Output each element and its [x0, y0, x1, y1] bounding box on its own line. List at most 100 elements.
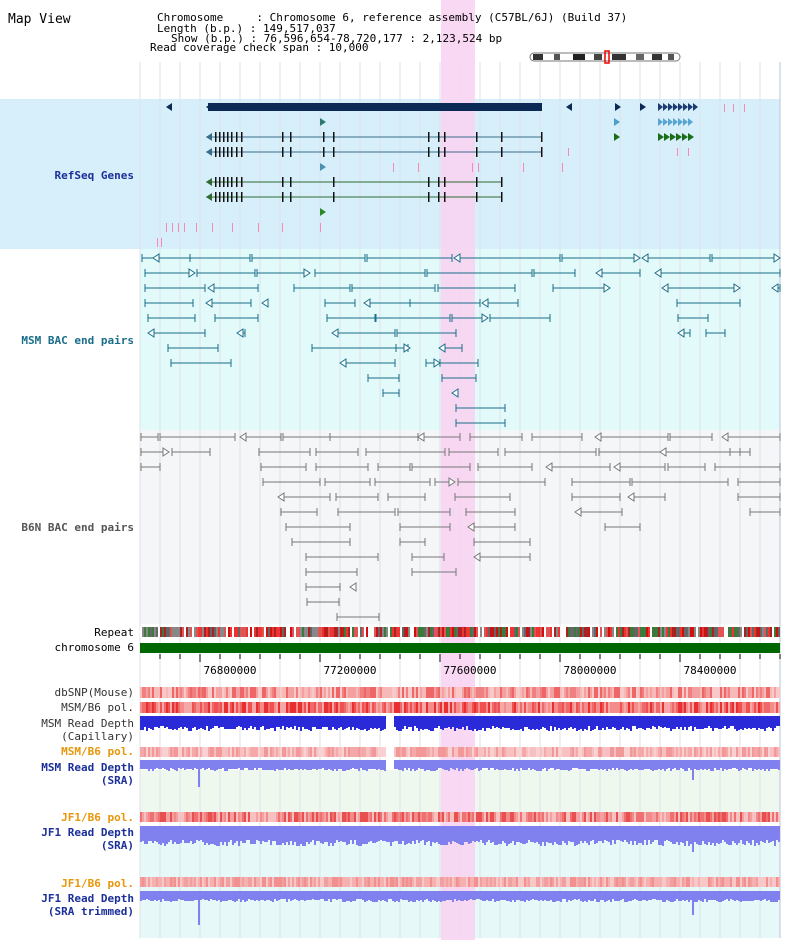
msm-pol2-cell: [418, 747, 420, 757]
transcript-exon: [219, 192, 221, 202]
jf1-pol2-cell: [158, 877, 160, 887]
msm-pol2-cell: [502, 747, 504, 757]
jf1-pol2-cell: [264, 877, 266, 887]
jf1-sra-depth-bar: [380, 826, 382, 840]
jf1-pol2-cell: [356, 877, 358, 887]
jf1-trimmed-depth-bar: [608, 891, 610, 900]
msm-pol2-cell: [278, 747, 280, 757]
dbsnp-cell: [314, 687, 316, 698]
jf1-sra-depth-bar: [536, 826, 538, 842]
dbsnp-cell: [258, 687, 260, 698]
dbsnp-cell: [262, 687, 264, 698]
jf1-sra-depth-bar: [600, 826, 602, 841]
msm-sra-depth-bar: [156, 760, 158, 768]
dbsnp-cell: [440, 687, 442, 698]
jf1-pol-cell: [652, 812, 654, 822]
dbsnp-cell: [532, 687, 534, 698]
jf1-pol-cell: [764, 812, 766, 822]
msm-pol2-cell: [238, 747, 240, 757]
jf1-pol2-cell: [334, 877, 336, 887]
jf1-pol-cell: [622, 812, 624, 822]
msm-sra-depth-bar: [404, 760, 406, 768]
jf1-sra-depth-bar: [608, 826, 610, 842]
msm-capillary-depth-bar: [444, 716, 446, 728]
track-label-msm-depth-capillary: MSM Read Depth: [41, 717, 134, 730]
jf1-trimmed-depth-bar: [474, 891, 476, 900]
bac-end-marker: [453, 253, 461, 263]
msm-capillary-depth-bar: [362, 716, 364, 730]
jf1-trimmed-depth-bar: [380, 891, 382, 901]
repeat-cell: [184, 627, 186, 637]
repeat-cell: [228, 627, 230, 637]
jf1-trimmed-depth-bar: [250, 891, 252, 900]
msm-pol-cell: [240, 702, 242, 713]
jf1-pol2-cell: [656, 877, 658, 887]
jf1-trimmed-depth-bar: [538, 891, 540, 901]
jf1-sra-depth-bar: [250, 826, 252, 844]
jf1-pol2-cell: [222, 877, 224, 887]
msm-pol-cell: [720, 702, 722, 713]
jf1-sra-depth-bar: [748, 826, 750, 843]
msm-sra-depth-bar: [516, 760, 518, 769]
dbsnp-cell: [180, 687, 182, 698]
bac-end-marker: [188, 268, 196, 278]
msm-pol-cell: [486, 702, 488, 713]
msm-capillary-depth-bar: [282, 716, 284, 726]
repeat-cell: [286, 627, 288, 637]
dbsnp-cell: [386, 687, 388, 698]
dbsnp-cell: [610, 687, 612, 698]
jf1-trimmed-depth-bar: [492, 891, 494, 899]
msm-capillary-depth-bar: [520, 716, 522, 729]
jf1-trimmed-depth-bar: [592, 891, 594, 901]
jf1-pol-cell: [474, 812, 476, 822]
repeat-cell: [224, 627, 226, 637]
jf1-pol2-cell: [602, 877, 604, 887]
gene-strand-arrow: [615, 103, 621, 111]
jf1-trimmed-depth-bar: [190, 891, 192, 901]
repeat-cell: [210, 627, 212, 637]
gene-fragment: [196, 223, 197, 232]
msm-pol2-cell: [480, 747, 482, 757]
transcript-exon: [231, 132, 233, 142]
chromosome-ideogram[interactable]: [529, 50, 681, 64]
jf1-trimmed-depth-bar: [762, 891, 764, 900]
msm-sra-depth-bar: [314, 760, 316, 769]
jf1-pol-cell: [398, 812, 400, 822]
jf1-pol2-cell: [470, 877, 472, 887]
dbsnp-cell: [646, 687, 648, 698]
msm-pol-cell: [474, 702, 476, 713]
msm-sra-depth-bar: [442, 760, 444, 769]
jf1-trimmed-depth-bar: [506, 891, 508, 901]
dbsnp-cell: [236, 687, 238, 698]
msm-pol2-cell: [160, 747, 162, 757]
jf1-pol-cell: [758, 812, 760, 822]
jf1-sra-depth-bar: [688, 826, 690, 846]
jf1-pol2-cell: [366, 877, 368, 887]
jf1-sra-depth-bar: [700, 826, 702, 845]
jf1-trimmed-depth-bar: [494, 891, 496, 902]
repeat-cell: [504, 627, 506, 637]
jf1-pol2-cell: [708, 877, 710, 887]
repeat-cell: [332, 627, 334, 637]
msm-capillary-depth-bar: [736, 716, 738, 731]
msm-capillary-depth-bar: [602, 716, 604, 728]
msm-pol2-cell: [404, 747, 406, 757]
repeat-cell: [192, 627, 194, 637]
msm-capillary-depth-bar: [340, 716, 342, 727]
msm-sra-depth-bar: [628, 760, 630, 770]
msm-sra-depth-bar: [462, 760, 464, 771]
jf1-trimmed-depth-bar: [570, 891, 572, 901]
jf1-pol2-cell: [664, 877, 666, 887]
jf1-pol2-cell: [616, 877, 618, 887]
jf1-sra-depth-bar: [304, 826, 306, 846]
msm-sra-depth-bar: [294, 760, 296, 769]
jf1-pol2-cell: [582, 877, 584, 887]
transcript-exon: [236, 132, 238, 142]
repeat-cell: [448, 627, 450, 637]
msm-pol2-cell: [410, 747, 412, 757]
msm-pol2-cell: [304, 747, 306, 757]
jf1-trimmed-depth-bar: [346, 891, 348, 901]
jf1-pol-cell: [380, 812, 382, 822]
jf1-sra-depth-bar: [520, 826, 522, 843]
